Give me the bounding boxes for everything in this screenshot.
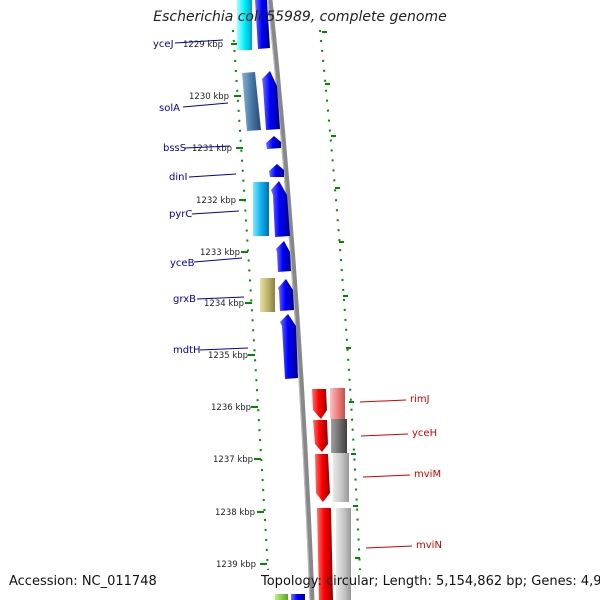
tick-label-1239: 1239 kbp [216,560,256,570]
gene-label-yceJ[interactable]: yceJ [153,39,174,50]
reverse-gene-arrows [312,389,333,600]
gene-arrow-partial-bottom [291,594,305,600]
gene-arrow-solA[interactable] [262,71,280,130]
gene-label-yceB[interactable]: yceB [170,258,195,269]
feature-block-green [275,594,288,600]
tick-label-1229: 1229 kbp [183,40,223,50]
tick-label-1233: 1233 kbp [200,248,240,258]
tick-label-1237: 1237 kbp [213,455,253,465]
gene-arrow-grxB[interactable] [278,279,294,311]
tick-label-1230: 1230 kbp [189,92,229,102]
inner-tick-guide [232,29,269,571]
gene-arrow-bssS[interactable] [266,136,281,149]
gene-arrow-mdtH[interactable] [280,314,298,379]
feature-block-lightgrey-2 [336,508,351,600]
gene-label-bssS[interactable]: bssS [163,143,186,154]
gene-arrow-mviN[interactable] [317,508,333,600]
feature-block-khaki [260,278,275,312]
left-label-leaders [174,39,249,351]
tick-label-1235: 1235 kbp [208,351,248,361]
gene-arrow-pyrC[interactable] [271,181,290,237]
gene-label-solA[interactable]: solA [159,103,180,114]
forward-gene-arrows [255,0,305,600]
gene-label-grxB[interactable]: grxB [173,294,196,305]
tick-label-1232: 1232 kbp [196,196,236,206]
accession-text: Accession: NC_011748 [9,574,157,589]
gene-label-mviN[interactable]: mviN [416,540,442,551]
gene-label-mdtH[interactable]: mdtH [173,345,201,356]
feature-block-aqua [237,0,252,50]
gene-arrow-rimJ[interactable] [312,389,327,419]
feature-block-pink [330,388,345,419]
gene-arrow-mviM[interactable] [315,454,330,502]
outer-tick-marks [322,31,360,559]
tick-label-1231: 1231 kbp [192,144,232,154]
outer-tick-guide [319,29,361,571]
gene-label-yceH[interactable]: yceH [412,428,437,439]
feature-block-steelblue [242,72,261,131]
genome-backbone-highlight [267,0,311,600]
gene-arrow-yceH[interactable] [313,420,328,452]
tick-label-1234: 1234 kbp [204,299,244,309]
gene-label-rimJ[interactable]: rimJ [410,394,430,405]
genome-summary-text: Topology: circular; Length: 5,154,862 bp… [261,574,600,589]
gene-arrow-dinI[interactable] [269,164,284,177]
right-label-leaders [359,399,413,549]
genome-backbone [267,0,315,600]
gene-label-pyrC[interactable]: pyrC [169,209,192,220]
gene-label-mviM[interactable]: mviM [414,469,441,480]
gene-label-dinI[interactable]: dinI [169,172,187,183]
tick-label-1236: 1236 kbp [211,403,251,413]
gene-arrow-yceB[interactable] [276,241,291,272]
inner-tick-marks [231,43,267,565]
feature-block-lightgrey-1 [333,453,349,502]
tick-label-1238: 1238 kbp [215,508,255,518]
gene-arrow-yceJ[interactable] [255,0,270,49]
map-title: Escherichia coli 55989, complete genome [153,9,447,25]
feature-block-cyan [253,182,269,236]
feature-block-grey [331,419,347,453]
